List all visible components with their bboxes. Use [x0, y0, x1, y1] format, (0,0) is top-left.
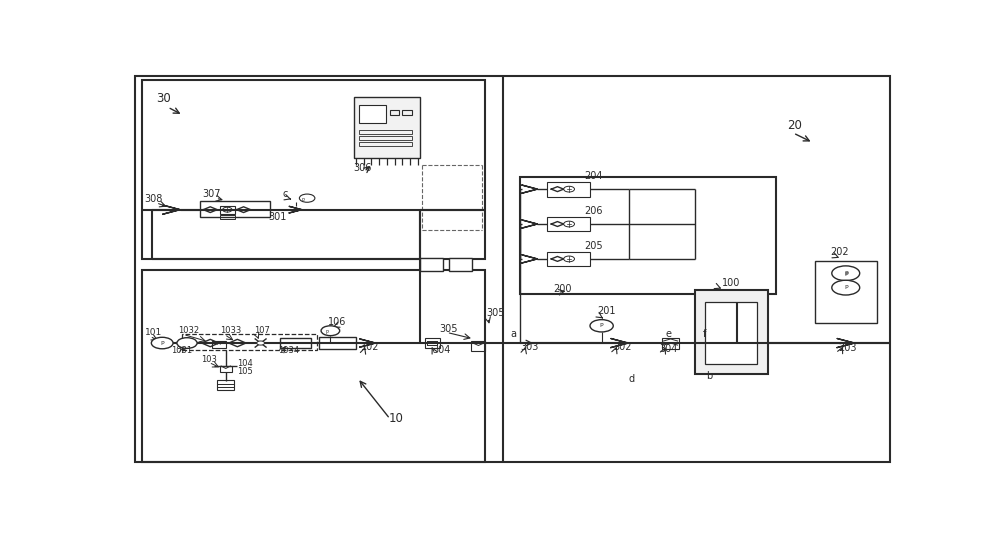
Text: 305: 305 [439, 324, 457, 334]
Text: P: P [844, 285, 848, 290]
Text: 304: 304 [660, 344, 678, 354]
Text: c: c [282, 189, 288, 199]
Text: M: M [217, 341, 221, 345]
Bar [420, 257, 443, 271]
Bar [142, 270, 485, 462]
Bar [547, 182, 590, 197]
Bar [662, 338, 679, 349]
Text: 206: 206 [584, 206, 602, 216]
Bar [220, 206, 235, 214]
Text: 204: 204 [584, 171, 602, 181]
Text: a: a [510, 329, 516, 339]
Text: 1034: 1034 [278, 345, 300, 354]
Text: 1033: 1033 [220, 326, 242, 335]
Text: 307: 307 [202, 189, 221, 199]
Bar [359, 105, 386, 124]
Bar [220, 366, 232, 372]
Bar [319, 337, 356, 349]
Circle shape [177, 338, 197, 349]
Circle shape [832, 280, 860, 295]
Text: P: P [302, 198, 305, 203]
Bar [142, 80, 485, 259]
Text: P: P [844, 272, 848, 277]
Text: 30: 30 [156, 92, 171, 105]
Bar [359, 136, 412, 140]
Text: 105: 105 [237, 367, 253, 376]
Text: 203: 203 [838, 343, 856, 353]
Bar [520, 177, 776, 294]
Text: 106: 106 [328, 317, 346, 327]
Text: b: b [706, 371, 712, 381]
Bar [217, 380, 234, 390]
Bar [449, 257, 472, 271]
Text: P: P [600, 324, 603, 328]
Text: 102: 102 [361, 342, 380, 352]
Bar [182, 334, 317, 350]
Text: 306: 306 [354, 163, 372, 173]
Bar [354, 97, 420, 158]
Text: 302: 302 [613, 343, 632, 352]
Bar [425, 338, 440, 348]
Text: 202: 202 [830, 247, 849, 257]
Bar [705, 302, 757, 364]
Bar [359, 142, 412, 146]
Bar [695, 290, 768, 374]
Text: 20: 20 [788, 119, 802, 132]
Text: 103: 103 [201, 354, 217, 364]
Text: 308: 308 [144, 195, 163, 204]
Bar [390, 110, 399, 115]
Text: 301: 301 [268, 212, 287, 222]
Text: 303: 303 [520, 343, 539, 352]
Circle shape [299, 194, 315, 202]
Text: 304: 304 [432, 344, 450, 354]
Text: 10: 10 [388, 412, 403, 425]
Text: e: e [666, 329, 672, 339]
Text: 205: 205 [584, 241, 602, 251]
Text: P: P [844, 271, 848, 276]
Circle shape [151, 337, 173, 349]
Text: 107: 107 [254, 326, 270, 335]
Circle shape [321, 326, 340, 336]
Text: 200: 200 [553, 284, 571, 294]
Text: 1031: 1031 [172, 345, 193, 354]
Text: 305: 305 [486, 309, 505, 318]
Bar [280, 338, 311, 349]
Bar [815, 261, 877, 322]
Bar [220, 215, 235, 219]
Text: 100: 100 [722, 278, 740, 288]
Text: 201: 201 [598, 306, 616, 317]
Bar [212, 341, 226, 348]
Circle shape [832, 266, 860, 281]
Bar [471, 341, 485, 351]
Text: P: P [160, 341, 164, 345]
Text: 1032: 1032 [178, 326, 199, 335]
Text: f: f [702, 329, 706, 339]
Bar [402, 110, 412, 115]
Text: 101: 101 [145, 328, 162, 337]
Circle shape [257, 341, 264, 345]
Bar [547, 252, 590, 266]
Text: 104: 104 [237, 359, 253, 368]
Bar [359, 130, 412, 134]
Bar [547, 216, 590, 231]
Circle shape [590, 320, 613, 332]
Bar [200, 200, 270, 217]
Text: P: P [325, 330, 328, 335]
Text: d: d [629, 374, 635, 384]
